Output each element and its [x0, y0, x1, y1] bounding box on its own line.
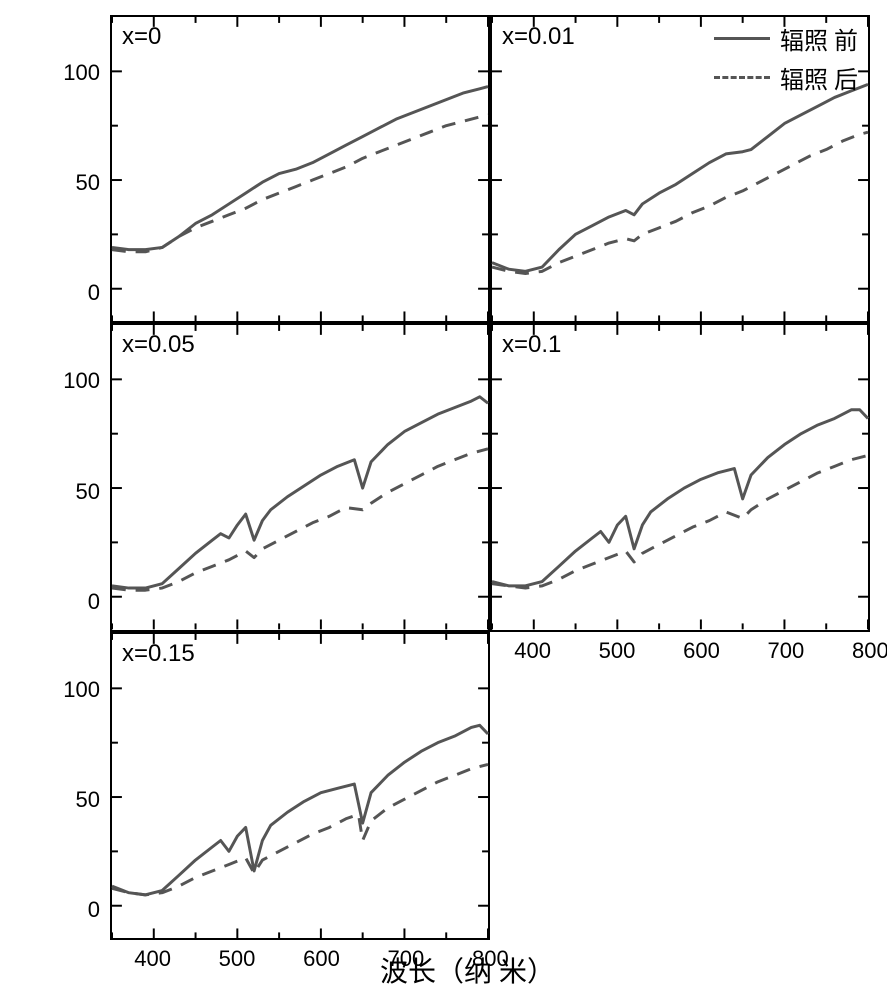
y-tick-label: 100	[63, 368, 100, 394]
legend: 辐照 前辐照 后	[714, 21, 858, 99]
line-before	[112, 725, 488, 895]
x-tick-label: 800	[472, 946, 509, 972]
legend-item: 辐照 前	[714, 21, 858, 56]
y-tick-label: 50	[76, 170, 100, 196]
line-after	[112, 764, 488, 894]
line-before	[492, 84, 868, 271]
y-tick-label: 50	[76, 479, 100, 505]
x-tick-label: 500	[219, 946, 256, 972]
x-tick-label: 600	[303, 946, 340, 972]
x-tick-label: 400	[514, 638, 551, 664]
x-tick-label: 500	[599, 638, 636, 664]
line-after	[112, 115, 488, 252]
x-tick-label: 600	[683, 638, 720, 664]
subplot-label: x=0.01	[502, 23, 575, 51]
y-tick-label: 0	[88, 589, 100, 615]
panel-1: x=0.01 辐照 前辐照 后	[490, 15, 870, 323]
panel-0: x=0050100	[110, 15, 490, 323]
panel-2: x=0.05050100	[110, 323, 490, 631]
subplot-label: x=0.1	[502, 331, 561, 359]
legend-line-icon	[714, 37, 770, 40]
x-tick-label: 700	[388, 946, 425, 972]
y-tick-label: 50	[76, 787, 100, 813]
legend-line-icon	[714, 76, 770, 79]
panel-4: x=0.15050100400500600700800	[110, 632, 490, 940]
x-tick-label: 800	[852, 638, 887, 664]
panel-3: x=0.1400500600700800	[490, 323, 870, 631]
line-before	[112, 397, 488, 588]
legend-item: 辐照 后	[714, 60, 858, 95]
legend-label: 辐照 后	[780, 60, 858, 95]
line-after	[492, 456, 868, 589]
line-after	[112, 449, 488, 590]
legend-label: 辐照 前	[780, 21, 858, 56]
y-tick-label: 100	[63, 677, 100, 703]
y-tick-label: 0	[88, 280, 100, 306]
y-tick-label: 100	[63, 60, 100, 86]
subplot-label: x=0.05	[122, 331, 195, 359]
x-tick-label: 400	[134, 946, 171, 972]
x-tick-label: 700	[768, 638, 805, 664]
y-tick-label: 0	[88, 897, 100, 923]
line-before	[492, 410, 868, 586]
line-before	[112, 87, 488, 250]
subplot-label: x=0	[122, 23, 161, 51]
line-after	[492, 132, 868, 273]
subplot-label: x=0.15	[122, 640, 195, 668]
figure: 相对 反射率（%） 波长（纳 米） x=0050100x=0.01辐照 前辐照 …	[0, 0, 887, 1000]
